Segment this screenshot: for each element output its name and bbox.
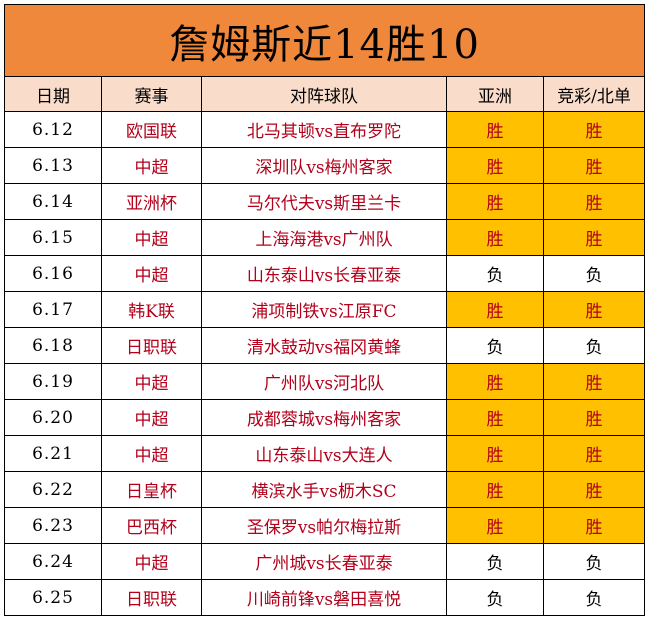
competition-cell: 中超 — [101, 399, 202, 436]
date-cell: 6.13 — [4, 147, 102, 184]
match-cell: 北马其顿vs直布罗陀 — [201, 111, 447, 148]
match-cell: 清水鼓动vs福冈黄蜂 — [201, 327, 447, 364]
lottery-result-cell: 胜 — [543, 363, 645, 400]
match-cell: 广州城vs长春亚泰 — [201, 543, 447, 580]
date-cell: 6.25 — [4, 579, 102, 616]
sheet-title: 詹姆斯近14胜10 — [4, 4, 645, 77]
date-cell: 6.21 — [4, 435, 102, 472]
results-sheet: 詹姆斯近14胜10 日期 赛事 对阵球队 亚洲 竞彩/北单 6.12 欧国联 北马其… — [4, 4, 645, 621]
asia-result-cell: 胜 — [446, 147, 544, 184]
asia-result-cell: 胜 — [446, 219, 544, 256]
match-cell: 广州队vs河北队 — [201, 363, 447, 400]
asia-result-cell: 胜 — [446, 183, 544, 220]
lottery-result-cell: 负 — [543, 255, 645, 292]
date-cell: 6.16 — [4, 255, 102, 292]
date-cell: 6.18 — [4, 327, 102, 364]
table-row: 6.15 中超 上海海港vs广州队胜胜 — [4, 219, 645, 256]
table-row: 6.21 中超 山东泰山vs大连人胜胜 — [4, 435, 645, 472]
competition-cell: 中超 — [101, 147, 202, 184]
table-row: 6.19 中超 广州队vs河北队胜胜 — [4, 363, 645, 400]
date-cell: 6.15 — [4, 219, 102, 256]
results-table: 詹姆斯近14胜10 日期 赛事 对阵球队 亚洲 竞彩/北单 6.12 欧国联 北马其… — [4, 4, 645, 616]
date-cell: 6.12 — [4, 111, 102, 148]
table-row: 6.17 韩K联 浦项制铁vs江原FC 胜胜 — [4, 291, 645, 328]
asia-result-cell: 胜 — [446, 399, 544, 436]
date-cell: 6.14 — [4, 183, 102, 220]
lottery-result-cell: 胜 — [543, 147, 645, 184]
competition-cell: 亚洲杯 — [101, 183, 202, 220]
match-cell: 横滨水手vs枥木SC — [201, 471, 447, 508]
date-cell: 6.24 — [4, 543, 102, 580]
asia-result-cell: 负 — [446, 327, 544, 364]
table-row: 6.16 中超 山东泰山vs长春亚泰负负 — [4, 255, 645, 292]
date-cell: 6.20 — [4, 399, 102, 436]
table-row: 6.20 中超 成都蓉城vs梅州客家胜胜 — [4, 399, 645, 436]
lottery-result-cell: 胜 — [543, 399, 645, 436]
table-row: 6.18 日职联 清水鼓动vs福冈黄蜂负负 — [4, 327, 645, 364]
lottery-result-cell: 负 — [543, 543, 645, 580]
date-cell: 6.17 — [4, 291, 102, 328]
competition-cell: 日职联 — [101, 579, 202, 616]
match-cell: 山东泰山vs大连人 — [201, 435, 447, 472]
competition-cell: 巴西杯 — [101, 507, 202, 544]
asia-result-cell: 胜 — [446, 291, 544, 328]
lottery-result-cell: 胜 — [543, 111, 645, 148]
date-cell: 6.22 — [4, 471, 102, 508]
table-row: 6.23 巴西杯 圣保罗vs帕尔梅拉斯胜胜 — [4, 507, 645, 544]
header-competition: 赛事 — [101, 76, 202, 112]
table-row: 6.22 日皇杯 横滨水手vs枥木SC 胜胜 — [4, 471, 645, 508]
competition-cell: 欧国联 — [101, 111, 202, 148]
lottery-result-cell: 胜 — [543, 507, 645, 544]
table-row: 6.24 中超 广州城vs长春亚泰负负 — [4, 543, 645, 580]
match-cell: 圣保罗vs帕尔梅拉斯 — [201, 507, 447, 544]
lottery-result-cell: 胜 — [543, 291, 645, 328]
date-cell: 6.23 — [4, 507, 102, 544]
table-row: 6.14 亚洲杯 马尔代夫vs斯里兰卡胜胜 — [4, 183, 645, 220]
table-body: 6.12 欧国联 北马其顿vs直布罗陀胜胜 6.13 中超 深圳队vs梅州客家胜胜 6.14… — [4, 111, 645, 616]
header-row: 日期 赛事 对阵球队 亚洲 竞彩/北单 — [4, 76, 645, 112]
asia-result-cell: 胜 — [446, 111, 544, 148]
table-row: 6.12 欧国联 北马其顿vs直布罗陀胜胜 — [4, 111, 645, 148]
asia-result-cell: 负 — [446, 543, 544, 580]
header-lottery: 竞彩/北单 — [543, 76, 645, 112]
header-asia: 亚洲 — [446, 76, 544, 112]
lottery-result-cell: 胜 — [543, 183, 645, 220]
asia-result-cell: 胜 — [446, 363, 544, 400]
date-cell: 6.19 — [4, 363, 102, 400]
table-row: 6.13 中超 深圳队vs梅州客家胜胜 — [4, 147, 645, 184]
match-cell: 马尔代夫vs斯里兰卡 — [201, 183, 447, 220]
competition-cell: 中超 — [101, 219, 202, 256]
match-cell: 浦项制铁vs江原FC — [201, 291, 447, 328]
table-row: 6.25 日职联 川崎前锋vs磐田喜悦负负 — [4, 579, 645, 616]
asia-result-cell: 负 — [446, 579, 544, 616]
competition-cell: 中超 — [101, 435, 202, 472]
header-match: 对阵球队 — [201, 76, 447, 112]
competition-cell: 日职联 — [101, 327, 202, 364]
asia-result-cell: 负 — [446, 255, 544, 292]
competition-cell: 中超 — [101, 363, 202, 400]
match-cell: 成都蓉城vs梅州客家 — [201, 399, 447, 436]
asia-result-cell: 胜 — [446, 507, 544, 544]
competition-cell: 中超 — [101, 543, 202, 580]
header-date: 日期 — [4, 76, 102, 112]
lottery-result-cell: 胜 — [543, 471, 645, 508]
match-cell: 上海海港vs广州队 — [201, 219, 447, 256]
competition-cell: 韩K联 — [101, 291, 202, 328]
asia-result-cell: 胜 — [446, 435, 544, 472]
match-cell: 川崎前锋vs磐田喜悦 — [201, 579, 447, 616]
competition-cell: 日皇杯 — [101, 471, 202, 508]
match-cell: 山东泰山vs长春亚泰 — [201, 255, 447, 292]
competition-cell: 中超 — [101, 255, 202, 292]
asia-result-cell: 胜 — [446, 471, 544, 508]
lottery-result-cell: 胜 — [543, 219, 645, 256]
lottery-result-cell: 胜 — [543, 435, 645, 472]
lottery-result-cell: 负 — [543, 327, 645, 364]
lottery-result-cell: 负 — [543, 579, 645, 616]
match-cell: 深圳队vs梅州客家 — [201, 147, 447, 184]
